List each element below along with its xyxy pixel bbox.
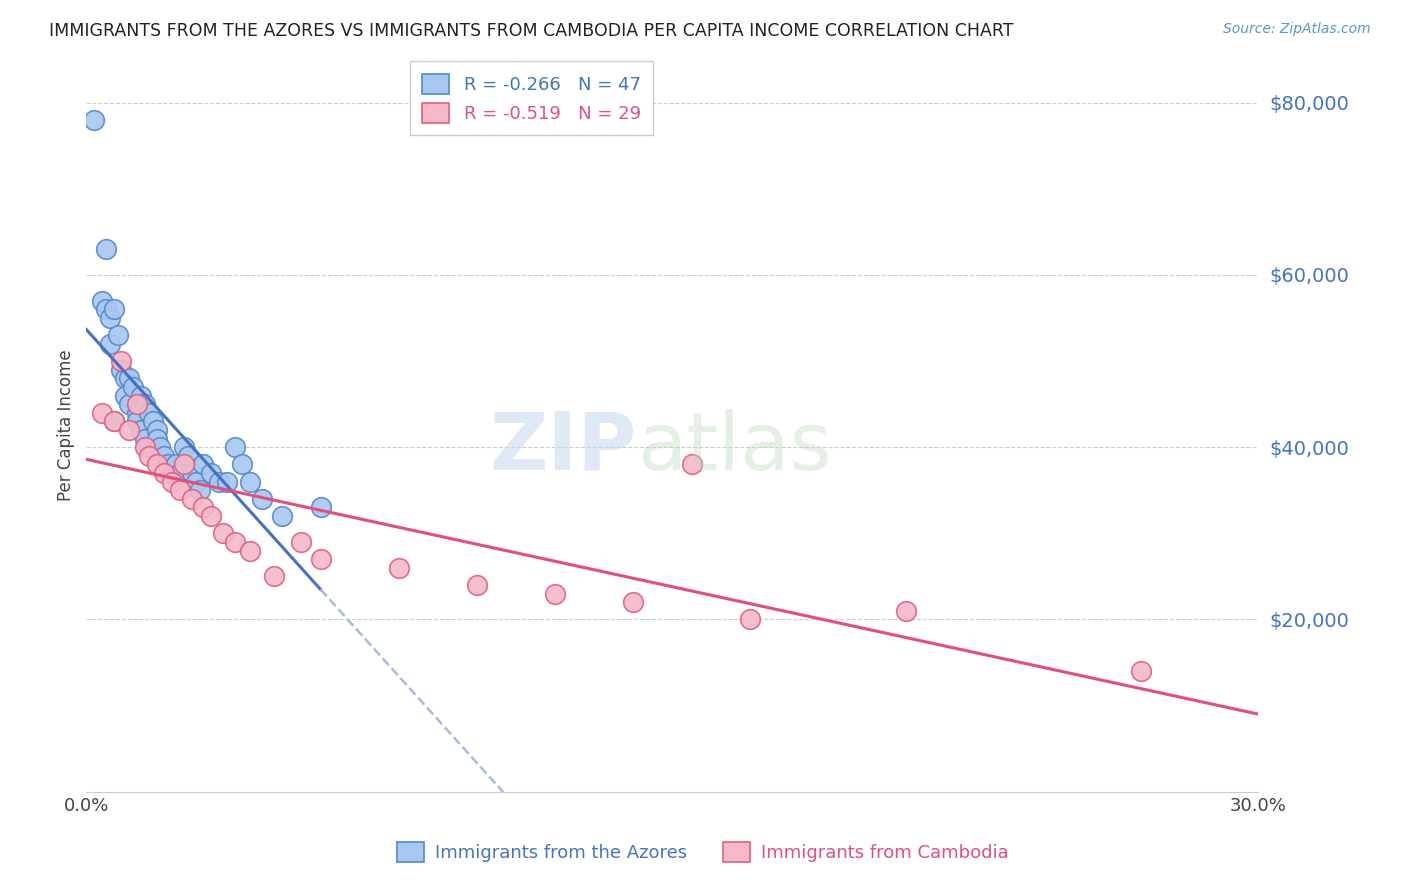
Point xyxy=(134,397,156,411)
Point xyxy=(107,328,129,343)
Point xyxy=(180,466,202,480)
Point xyxy=(118,423,141,437)
Point xyxy=(188,483,211,498)
Point xyxy=(145,458,167,472)
Y-axis label: Per Capita Income: Per Capita Income xyxy=(58,350,75,501)
Point xyxy=(142,414,165,428)
Point xyxy=(544,586,567,600)
Point xyxy=(94,302,117,317)
Point xyxy=(160,475,183,489)
Point xyxy=(309,500,332,515)
Point xyxy=(250,491,273,506)
Point xyxy=(173,458,195,472)
Point xyxy=(160,466,183,480)
Point xyxy=(465,578,488,592)
Point xyxy=(200,466,222,480)
Point xyxy=(103,302,125,317)
Point xyxy=(388,561,411,575)
Point xyxy=(215,475,238,489)
Point xyxy=(165,458,187,472)
Point xyxy=(129,388,152,402)
Text: ZIP: ZIP xyxy=(489,409,637,487)
Point xyxy=(83,112,105,127)
Point xyxy=(114,388,136,402)
Point xyxy=(98,336,121,351)
Point xyxy=(118,371,141,385)
Point xyxy=(138,449,160,463)
Point xyxy=(212,526,235,541)
Point xyxy=(90,293,112,308)
Point xyxy=(125,406,148,420)
Point xyxy=(145,423,167,437)
Point xyxy=(157,458,180,472)
Point xyxy=(169,483,191,498)
Point xyxy=(138,406,160,420)
Point xyxy=(184,475,207,489)
Point xyxy=(193,500,215,515)
Point xyxy=(90,406,112,420)
Point xyxy=(125,414,148,428)
Point xyxy=(896,604,918,618)
Point xyxy=(114,371,136,385)
Point xyxy=(173,440,195,454)
Point xyxy=(98,310,121,325)
Point xyxy=(103,414,125,428)
Point xyxy=(118,397,141,411)
Point xyxy=(224,440,246,454)
Legend: Immigrants from the Azores, Immigrants from Cambodia: Immigrants from the Azores, Immigrants f… xyxy=(389,835,1017,870)
Point xyxy=(153,449,176,463)
Point xyxy=(290,535,312,549)
Text: Source: ZipAtlas.com: Source: ZipAtlas.com xyxy=(1223,22,1371,37)
Point xyxy=(94,242,117,256)
Point xyxy=(169,466,191,480)
Point xyxy=(270,509,292,524)
Point xyxy=(149,440,172,454)
Point xyxy=(180,491,202,506)
Text: atlas: atlas xyxy=(637,409,831,487)
Point xyxy=(110,362,132,376)
Legend: R = -0.266   N = 47, R = -0.519   N = 29: R = -0.266 N = 47, R = -0.519 N = 29 xyxy=(409,62,654,136)
Point xyxy=(621,595,644,609)
Point xyxy=(231,458,253,472)
Point xyxy=(125,397,148,411)
Point xyxy=(681,458,703,472)
Point xyxy=(239,543,262,558)
Text: IMMIGRANTS FROM THE AZORES VS IMMIGRANTS FROM CAMBODIA PER CAPITA INCOME CORRELA: IMMIGRANTS FROM THE AZORES VS IMMIGRANTS… xyxy=(49,22,1014,40)
Point xyxy=(263,569,285,583)
Point xyxy=(134,440,156,454)
Point xyxy=(103,414,125,428)
Point xyxy=(177,449,200,463)
Point xyxy=(239,475,262,489)
Point xyxy=(134,432,156,446)
Point xyxy=(153,466,176,480)
Point xyxy=(309,552,332,566)
Point xyxy=(122,380,145,394)
Point xyxy=(110,354,132,368)
Point xyxy=(200,509,222,524)
Point xyxy=(145,432,167,446)
Point xyxy=(1129,664,1152,678)
Point xyxy=(224,535,246,549)
Point xyxy=(208,475,231,489)
Point xyxy=(193,458,215,472)
Point xyxy=(138,440,160,454)
Point xyxy=(740,612,762,626)
Point xyxy=(129,423,152,437)
